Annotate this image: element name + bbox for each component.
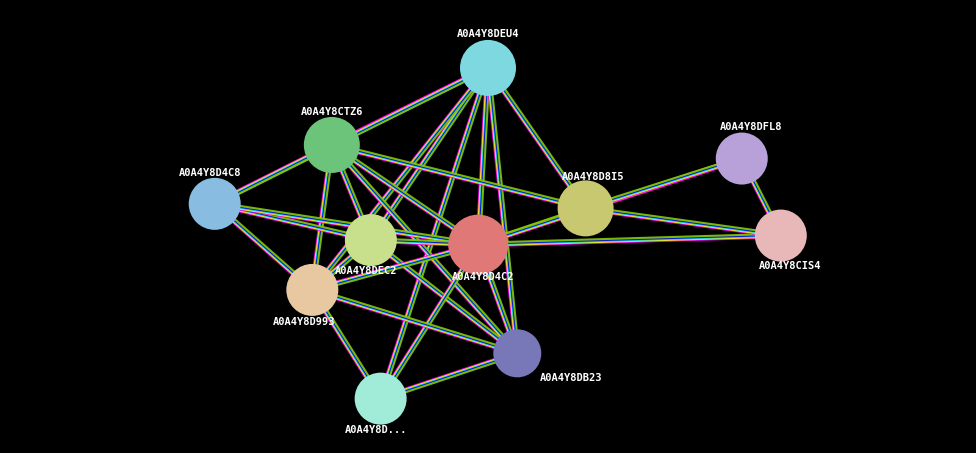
Circle shape [345, 214, 397, 266]
Circle shape [286, 264, 339, 316]
Circle shape [460, 40, 516, 96]
Circle shape [448, 215, 508, 275]
Text: A0A4Y8CTZ6: A0A4Y8CTZ6 [301, 107, 363, 117]
Text: A0A4Y8D4C2: A0A4Y8D4C2 [452, 272, 514, 282]
Text: A0A4Y8D993: A0A4Y8D993 [273, 317, 336, 327]
Circle shape [557, 180, 614, 236]
Text: A0A4Y8D...: A0A4Y8D... [345, 425, 407, 435]
Circle shape [188, 178, 241, 230]
Text: A0A4Y8D4C8: A0A4Y8D4C8 [179, 168, 241, 178]
Circle shape [354, 373, 407, 424]
Text: A0A4Y8DB23: A0A4Y8DB23 [540, 373, 602, 383]
Circle shape [754, 210, 807, 261]
Text: A0A4Y8CIS4: A0A4Y8CIS4 [759, 261, 822, 271]
Circle shape [304, 117, 360, 173]
Text: A0A4Y8DEC2: A0A4Y8DEC2 [335, 266, 397, 276]
Text: A0A4Y8DEU4: A0A4Y8DEU4 [457, 29, 519, 39]
Circle shape [715, 133, 768, 184]
Text: A0A4Y8D8I5: A0A4Y8D8I5 [562, 172, 625, 182]
Circle shape [493, 329, 542, 377]
Text: A0A4Y8DFL8: A0A4Y8DFL8 [720, 122, 783, 132]
